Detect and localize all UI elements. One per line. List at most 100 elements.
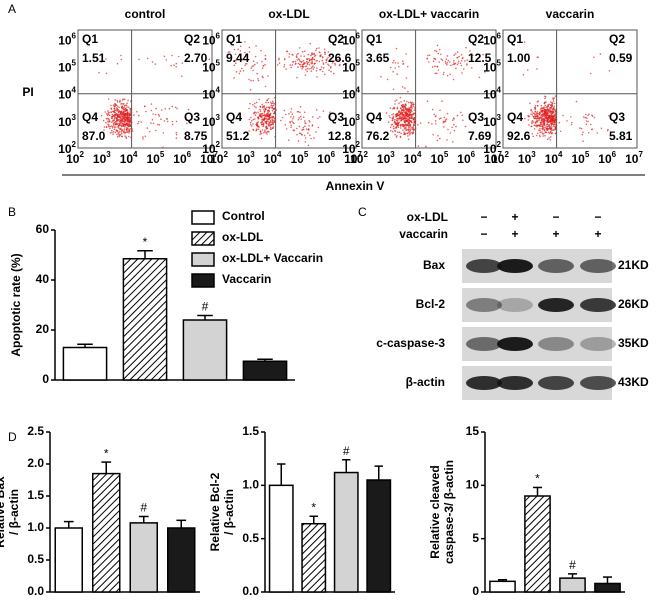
event-dot xyxy=(144,105,146,108)
event-dot xyxy=(292,116,295,118)
event-dot xyxy=(389,130,392,132)
event-dot xyxy=(319,116,321,118)
event-dot xyxy=(544,102,546,104)
event-dot xyxy=(392,108,394,110)
tick-exponent: 2 xyxy=(223,150,228,159)
tick-exponent: 5 xyxy=(444,150,449,159)
event-dot xyxy=(401,109,403,111)
event-dot xyxy=(539,123,542,125)
event-dot xyxy=(267,124,270,127)
event-dot xyxy=(299,111,301,114)
event-dot xyxy=(596,132,599,134)
event-dot xyxy=(121,135,123,138)
event-dot xyxy=(583,116,585,118)
event-dot xyxy=(126,127,128,130)
event-dot xyxy=(111,131,113,134)
event-dot xyxy=(389,116,392,119)
event-dot xyxy=(112,125,114,128)
tick-label: 105 xyxy=(58,59,76,75)
event-dot xyxy=(108,118,110,121)
tick-exponent: 3 xyxy=(390,150,395,159)
event-dot xyxy=(548,121,550,123)
quadrant-value: 7.69 xyxy=(468,129,492,143)
event-dot xyxy=(431,123,433,125)
significance-marker: * xyxy=(104,446,109,460)
event-dot xyxy=(311,60,314,63)
tick-exponent: 5 xyxy=(497,59,502,68)
event-dot xyxy=(252,118,255,121)
event-dot xyxy=(304,65,307,68)
event-dot xyxy=(124,131,127,134)
event-dot xyxy=(462,68,465,70)
event-dot xyxy=(284,58,286,60)
event-dot xyxy=(316,67,318,69)
quadrant-name: Q3 xyxy=(609,110,625,124)
event-dot xyxy=(296,110,299,113)
tick-label: 104 xyxy=(120,150,138,166)
event-dot xyxy=(587,132,590,134)
event-dot xyxy=(308,61,310,64)
event-dot xyxy=(550,127,553,130)
event-dot xyxy=(551,104,554,107)
event-dot xyxy=(438,61,441,63)
event-dot xyxy=(522,74,525,76)
event-dot xyxy=(290,111,292,113)
event-dot xyxy=(412,112,415,115)
legend-swatch xyxy=(191,273,215,288)
event-dot xyxy=(254,114,257,116)
event-dot xyxy=(296,54,298,56)
event-dot xyxy=(399,96,402,99)
tick-label: 106 xyxy=(598,150,616,166)
event-dot xyxy=(453,129,456,132)
event-dot xyxy=(461,114,464,117)
event-dot xyxy=(434,49,436,52)
event-dot xyxy=(454,53,457,55)
event-dot xyxy=(154,113,157,116)
event-dot xyxy=(329,111,331,113)
event-dot xyxy=(410,115,413,117)
event-dot xyxy=(543,108,546,111)
event-dot xyxy=(116,136,119,138)
event-dot xyxy=(248,46,251,49)
significance-marker: * xyxy=(143,235,148,249)
quadrant-name: Q4 xyxy=(507,110,523,124)
event-dot xyxy=(446,63,448,66)
event-dot xyxy=(547,116,549,119)
event-dot xyxy=(162,132,165,134)
tick-base: 10 xyxy=(571,152,585,166)
event-dot xyxy=(250,125,253,127)
event-dot xyxy=(329,65,332,68)
significance-marker: # xyxy=(140,501,147,515)
event-dot xyxy=(270,117,272,119)
blot-band xyxy=(580,376,616,390)
event-dot xyxy=(308,58,310,60)
event-dot xyxy=(531,114,534,116)
event-dot xyxy=(121,120,124,123)
event-dot xyxy=(409,129,412,132)
event-dot xyxy=(255,130,257,132)
event-dot xyxy=(593,116,596,119)
tick-label: 103 xyxy=(342,113,360,129)
event-dot xyxy=(544,111,547,114)
event-dot xyxy=(327,51,330,53)
event-dot xyxy=(427,54,429,57)
bar xyxy=(301,522,327,593)
event-dot xyxy=(262,65,265,67)
tick-exponent: 2 xyxy=(79,150,84,159)
event-dot xyxy=(106,114,109,116)
tick-label: 104 xyxy=(404,150,422,166)
event-dot xyxy=(436,139,439,142)
event-dot xyxy=(553,114,556,117)
event-dot xyxy=(432,133,435,136)
event-dot xyxy=(260,132,263,135)
event-dot xyxy=(536,132,539,135)
quadrant-value: 0.59 xyxy=(609,51,633,65)
event-dot xyxy=(263,114,265,117)
quadrant-value: 76.2 xyxy=(366,129,390,143)
event-dot xyxy=(408,115,410,117)
event-dot xyxy=(532,115,535,118)
panel-label: C xyxy=(358,205,367,219)
event-dot xyxy=(121,122,124,125)
event-dot xyxy=(394,67,397,69)
event-dot xyxy=(126,118,128,121)
